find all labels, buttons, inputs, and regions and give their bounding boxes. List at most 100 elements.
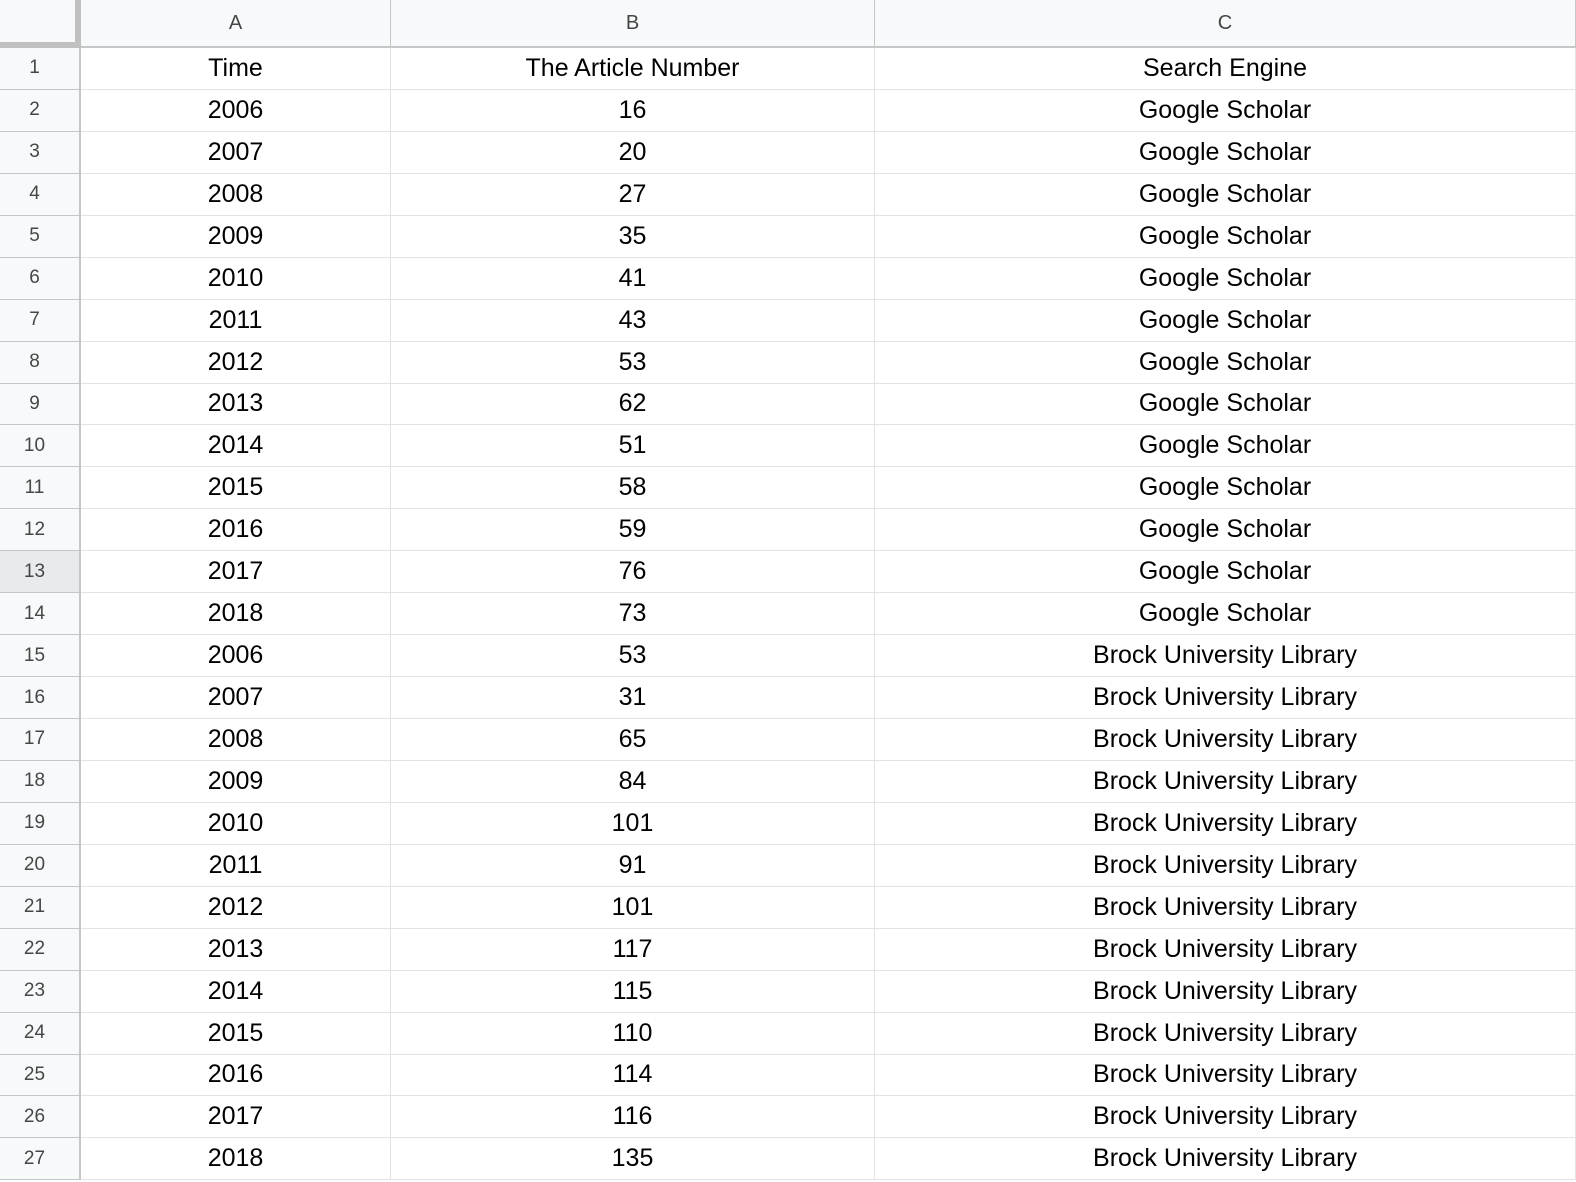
cell-c[interactable]: Brock University Library: [875, 1012, 1576, 1055]
cell-a[interactable]: 2010: [81, 802, 391, 845]
cell-a[interactable]: 2017: [81, 1096, 391, 1139]
cell-c[interactable]: Brock University Library: [875, 1054, 1576, 1097]
cell-c[interactable]: Brock University Library: [875, 970, 1576, 1013]
cell-b[interactable]: 51: [391, 425, 875, 468]
cell-a[interactable]: 2014: [81, 970, 391, 1013]
cell-c[interactable]: Brock University Library: [875, 677, 1576, 719]
cell-b[interactable]: 53: [391, 341, 875, 384]
cell-b[interactable]: 41: [391, 257, 875, 300]
row-header[interactable]: 6: [0, 257, 81, 300]
row-header[interactable]: 23: [0, 970, 81, 1013]
cell-b[interactable]: 115: [391, 970, 875, 1013]
cell-c[interactable]: Brock University Library: [875, 1096, 1576, 1139]
row-header[interactable]: 15: [0, 635, 81, 678]
cell-c[interactable]: Brock University Library: [875, 635, 1576, 678]
cell-a[interactable]: 2015: [81, 467, 391, 510]
cell-b[interactable]: 59: [391, 509, 875, 552]
cell-c[interactable]: Google Scholar: [875, 593, 1576, 636]
cell-b[interactable]: 43: [391, 299, 875, 342]
cell-a[interactable]: 2013: [81, 928, 391, 971]
cell-b[interactable]: 84: [391, 760, 875, 803]
cell-b[interactable]: 135: [391, 1138, 875, 1181]
cell-b[interactable]: 31: [391, 677, 875, 719]
cell-b[interactable]: 110: [391, 1012, 875, 1055]
row-header[interactable]: 16: [0, 677, 81, 719]
cell-a[interactable]: 2009: [81, 760, 391, 803]
cell-b[interactable]: 53: [391, 635, 875, 678]
cell-b[interactable]: 116: [391, 1096, 875, 1139]
cell-c[interactable]: Brock University Library: [875, 844, 1576, 887]
cell-a[interactable]: 2007: [81, 677, 391, 719]
cell-a[interactable]: 2008: [81, 173, 391, 216]
row-header[interactable]: 27: [0, 1138, 81, 1181]
row-header[interactable]: 19: [0, 802, 81, 845]
row-header[interactable]: 9: [0, 383, 81, 426]
cell-a[interactable]: 2016: [81, 1054, 391, 1097]
cell-b[interactable]: 101: [391, 886, 875, 929]
column-header-a[interactable]: A: [81, 0, 391, 48]
cell-b[interactable]: 117: [391, 928, 875, 971]
row-header[interactable]: 12: [0, 509, 81, 552]
cell-b[interactable]: 76: [391, 551, 875, 594]
row-header[interactable]: 3: [0, 131, 81, 174]
cell-a[interactable]: 2011: [81, 844, 391, 887]
cell-a[interactable]: 2014: [81, 425, 391, 468]
cell-a[interactable]: 2006: [81, 89, 391, 132]
cell-b[interactable]: 62: [391, 383, 875, 426]
row-header[interactable]: 10: [0, 425, 81, 468]
row-header[interactable]: 1: [0, 48, 81, 90]
cell-c[interactable]: Google Scholar: [875, 299, 1576, 342]
cell-c[interactable]: Google Scholar: [875, 89, 1576, 132]
cell-b[interactable]: 73: [391, 593, 875, 636]
row-header[interactable]: 8: [0, 341, 81, 384]
row-header[interactable]: 18: [0, 760, 81, 803]
cell-a[interactable]: 2007: [81, 131, 391, 174]
row-header[interactable]: 13: [0, 551, 81, 594]
row-header[interactable]: 21: [0, 886, 81, 929]
row-header[interactable]: 20: [0, 844, 81, 887]
cell-a[interactable]: 2018: [81, 1138, 391, 1181]
cell-a[interactable]: 2012: [81, 886, 391, 929]
cell-a[interactable]: 2010: [81, 257, 391, 300]
cell-b[interactable]: 16: [391, 89, 875, 132]
cell-a[interactable]: 2011: [81, 299, 391, 342]
cell-c[interactable]: Brock University Library: [875, 760, 1576, 803]
cell-b[interactable]: The Article Number: [391, 48, 875, 90]
cell-a[interactable]: 2015: [81, 1012, 391, 1055]
row-header[interactable]: 26: [0, 1096, 81, 1139]
row-header[interactable]: 24: [0, 1012, 81, 1055]
cell-c[interactable]: Google Scholar: [875, 551, 1576, 594]
cell-b[interactable]: 65: [391, 719, 875, 761]
cell-c[interactable]: Google Scholar: [875, 215, 1576, 258]
cell-a[interactable]: 2008: [81, 719, 391, 761]
row-header[interactable]: 25: [0, 1054, 81, 1097]
cell-c[interactable]: Brock University Library: [875, 928, 1576, 971]
row-header[interactable]: 4: [0, 173, 81, 216]
cell-c[interactable]: Google Scholar: [875, 509, 1576, 552]
cell-b[interactable]: 20: [391, 131, 875, 174]
row-header[interactable]: 2: [0, 89, 81, 132]
cell-a[interactable]: 2013: [81, 383, 391, 426]
row-header[interactable]: 7: [0, 299, 81, 342]
cell-c[interactable]: Search Engine: [875, 48, 1576, 90]
cell-a[interactable]: 2006: [81, 635, 391, 678]
cell-b[interactable]: 91: [391, 844, 875, 887]
column-header-c[interactable]: C: [875, 0, 1576, 48]
cell-b[interactable]: 101: [391, 802, 875, 845]
row-header[interactable]: 14: [0, 593, 81, 636]
cell-c[interactable]: Google Scholar: [875, 173, 1576, 216]
row-header[interactable]: 22: [0, 928, 81, 971]
row-header[interactable]: 17: [0, 719, 81, 761]
cell-c[interactable]: Google Scholar: [875, 341, 1576, 384]
cell-c[interactable]: Brock University Library: [875, 1138, 1576, 1181]
cell-a[interactable]: 2009: [81, 215, 391, 258]
column-header-b[interactable]: B: [391, 0, 875, 48]
cell-a[interactable]: 2012: [81, 341, 391, 384]
row-header[interactable]: 11: [0, 467, 81, 510]
row-header[interactable]: 5: [0, 215, 81, 258]
cell-b[interactable]: 27: [391, 173, 875, 216]
cell-a[interactable]: 2018: [81, 593, 391, 636]
cell-c[interactable]: Brock University Library: [875, 719, 1576, 761]
cell-c[interactable]: Google Scholar: [875, 467, 1576, 510]
cell-b[interactable]: 35: [391, 215, 875, 258]
